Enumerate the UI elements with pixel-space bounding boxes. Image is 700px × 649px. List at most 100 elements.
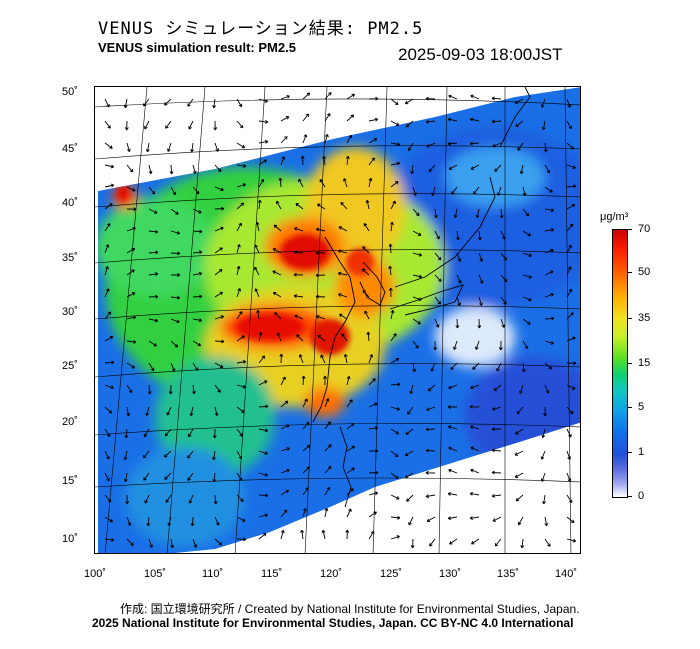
wind-arrow	[104, 164, 115, 169]
wind-arrow	[345, 155, 350, 166]
concentration-field	[98, 87, 580, 553]
wind-arrow	[346, 93, 356, 100]
wind-arrow	[494, 538, 502, 547]
wind-arrow	[522, 208, 530, 217]
wind-arrow	[148, 318, 159, 323]
wind-arrow	[470, 384, 480, 390]
wind-arrow	[368, 177, 373, 188]
coastlines	[312, 87, 531, 508]
wind-arrow	[293, 294, 304, 298]
wind-arrow	[514, 472, 524, 478]
wind-arrow	[104, 537, 115, 542]
lat-label: 15˚	[62, 475, 78, 487]
wind-arrow	[148, 538, 153, 548]
wind-arrow	[169, 164, 174, 175]
wind-arrow	[426, 406, 436, 412]
wind-arrow	[426, 516, 436, 522]
wind-arrow	[212, 450, 216, 461]
wind-arrow	[477, 230, 482, 241]
wind-arrow	[448, 164, 458, 170]
wind-arrow	[214, 226, 224, 232]
wind-arrow	[566, 450, 571, 460]
wind-arrow	[192, 340, 202, 347]
wind-arrow	[144, 120, 150, 130]
wind-arrow	[519, 384, 524, 394]
wind-arrow	[540, 450, 546, 460]
wind-arrow	[543, 406, 547, 417]
wind-arrow	[434, 296, 441, 305]
wind-arrow	[450, 362, 458, 371]
wind-arrow	[324, 444, 332, 452]
wind-arrow	[368, 157, 375, 166]
wind-arrow	[104, 142, 113, 149]
wind-arrow	[236, 202, 245, 210]
wind-arrow	[494, 164, 502, 172]
wind-arrows	[104, 92, 577, 549]
wind-arrow	[478, 296, 483, 306]
wind-arrow	[236, 494, 244, 502]
wind-arrow	[390, 515, 401, 520]
wind-arrow	[540, 98, 546, 108]
wind-arrow	[456, 252, 462, 262]
wind-arrow	[165, 120, 172, 129]
wind-arrow	[293, 250, 304, 255]
wind-arrow	[236, 359, 247, 364]
wind-arrow	[498, 340, 503, 351]
wind-arrow	[566, 120, 572, 130]
wind-arrow	[214, 406, 219, 417]
wind-arrow	[470, 468, 480, 474]
wind-arrow	[447, 405, 458, 409]
wind-arrow	[566, 98, 572, 108]
wind-arrow	[258, 404, 269, 409]
wind-arrow	[192, 229, 203, 234]
wind-arrow	[166, 406, 172, 416]
wind-arrow	[163, 450, 172, 458]
wind-arrow	[499, 208, 504, 219]
wind-arrow	[346, 375, 351, 386]
wind-arrow	[500, 274, 508, 283]
wind-arrow	[514, 450, 524, 456]
wind-arrow	[404, 450, 414, 457]
wind-arrow	[192, 318, 203, 323]
wind-arrow	[365, 199, 370, 210]
wind-arrow	[167, 516, 172, 527]
wind-arrow	[236, 311, 243, 320]
wind-arrow	[492, 142, 502, 148]
wind-arrow	[405, 472, 414, 479]
wind-arrow	[236, 120, 244, 129]
timestamp: 2025-09-03 18:00JST	[398, 45, 563, 64]
wind-arrow	[188, 428, 194, 438]
wind-arrow	[431, 186, 436, 196]
wind-arrow	[104, 406, 113, 414]
wind-arrow	[190, 516, 195, 527]
wind-arrow	[104, 266, 109, 276]
wind-arrow	[405, 120, 414, 128]
wind-arrow	[368, 426, 379, 431]
wind-arrow	[236, 537, 247, 542]
wind-arrow	[276, 200, 282, 210]
wind-arrow	[566, 472, 572, 482]
wind-arrow	[425, 494, 436, 499]
wind-arrow	[469, 491, 480, 496]
wind-arrow	[302, 444, 311, 452]
lon-label: 125˚	[380, 568, 403, 580]
wind-arrow	[522, 318, 531, 325]
wind-arrow	[324, 507, 329, 518]
wind-arrow	[214, 315, 224, 320]
wind-arrow	[236, 406, 245, 413]
wind-arrow	[343, 178, 348, 188]
wind-arrow	[434, 274, 442, 282]
wind-arrow	[469, 404, 480, 409]
wind-arrow	[448, 384, 458, 390]
wind-arrow	[254, 288, 260, 298]
wind-arrow	[258, 331, 263, 342]
wind-arrow	[143, 98, 150, 107]
wind-arrow	[280, 376, 286, 386]
wind-arrow	[168, 384, 173, 395]
wind-arrow	[566, 312, 574, 320]
graticule	[95, 87, 580, 553]
wind-arrow	[368, 491, 379, 496]
wind-arrow	[214, 142, 220, 152]
wind-arrow	[456, 296, 461, 306]
wind-arrow	[258, 380, 268, 386]
